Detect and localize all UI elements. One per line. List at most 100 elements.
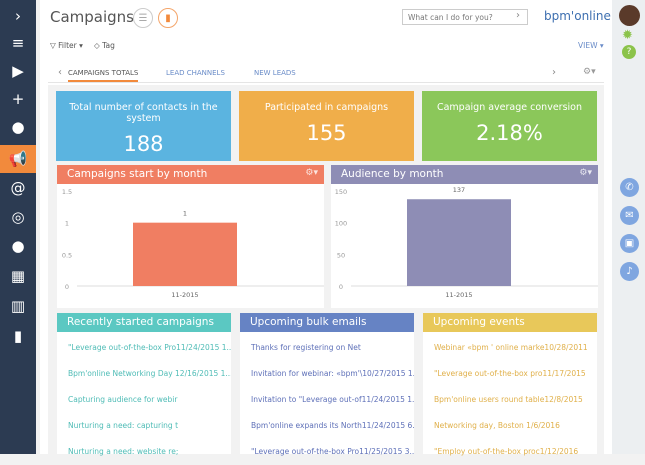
bell-icon: ♪ xyxy=(626,266,633,277)
sidebar: › ≡ ▶ + ● 📢 @ ◎ ● ▦ ▥ ▮ xyxy=(0,0,36,454)
sidebar-item-menu[interactable]: ≡ xyxy=(0,29,36,57)
bar[interactable] xyxy=(133,222,237,286)
tag-button[interactable]: ◇ Tag xyxy=(94,41,115,50)
kpi-value: 2.18% xyxy=(476,121,543,145)
tabs-divider xyxy=(48,82,604,83)
sidebar-item-megaphone[interactable]: 📢 xyxy=(0,145,36,173)
kpi-label: Campaign average conversion xyxy=(436,102,583,113)
avatar[interactable] xyxy=(619,5,640,26)
list-item[interactable]: Nurturing a need: website re; xyxy=(68,447,179,456)
kpi-value: 188 xyxy=(123,132,164,156)
list-item[interactable]: Bpm'online expands its North11/24/2015 6… xyxy=(251,421,414,430)
kpi-tile[interactable]: Total number of contacts in the system 18… xyxy=(56,91,231,161)
mail-icon: ✉ xyxy=(625,210,634,221)
list-title: Upcoming bulk emails xyxy=(240,313,414,332)
chevron-right-icon: › xyxy=(15,7,21,25)
view-button[interactable]: VIEW ▾ xyxy=(578,41,604,50)
mail-button[interactable]: ✉ xyxy=(620,206,639,225)
tabs-next-icon[interactable]: › xyxy=(552,67,556,78)
list-item[interactable]: Invitation for webinar: «bpm'\10/27/2015… xyxy=(251,369,414,378)
chart-title-text: Audience by month xyxy=(341,168,444,180)
lightbulb-icon: ● xyxy=(11,237,25,255)
play-icon: ▶ xyxy=(12,62,24,80)
megaphone-icon: 📢 xyxy=(8,150,28,168)
filter-label: Filter xyxy=(58,41,77,50)
view-label: VIEW xyxy=(578,41,598,50)
sidebar-item-plus[interactable]: + xyxy=(0,85,36,113)
help-icon[interactable]: ? xyxy=(622,45,636,59)
x-tick-label: 11-2015 xyxy=(445,291,472,299)
chart-title: Audience by month ⚙▾ xyxy=(331,165,598,184)
tab-lead-channels[interactable]: LEAD CHANNELS xyxy=(166,69,225,77)
sidebar-item-buildings[interactable]: ▦ xyxy=(0,262,36,290)
chart-widget: Audience by month ⚙▾ 0 50 100 150 137 11-2015 xyxy=(331,165,598,308)
chart-settings-icon[interactable]: ⚙▾ xyxy=(305,168,318,178)
menu-icon: ≡ xyxy=(11,34,25,52)
list-item[interactable]: "Leverage out-of-the-box pro11/17/2015 xyxy=(434,369,586,378)
search-arrow-icon[interactable]: › xyxy=(516,10,520,21)
chart-settings-icon[interactable]: ⚙▾ xyxy=(579,168,592,178)
sidebar-item-bar-chart[interactable]: ▮ xyxy=(0,322,36,350)
list-item[interactable]: Webinar «bpm ' online marke10/28/2011 xyxy=(434,343,588,352)
list-view-button[interactable]: ☰ xyxy=(133,8,153,28)
list-item[interactable]: "Employ out-of-the-box proc1/12/2016 xyxy=(434,447,579,456)
sidebar-item-chevron-right[interactable]: › xyxy=(0,2,36,30)
list-widget: Upcoming bulk emails Thanks for registeri… xyxy=(240,313,414,456)
bell-button[interactable]: ♪ xyxy=(620,262,639,281)
tab-campaigns-totals[interactable]: CAMPAIGNS TOTALS xyxy=(68,69,139,82)
sidebar-item-at[interactable]: @ xyxy=(0,174,36,202)
y-tick-label: 100 xyxy=(335,220,347,228)
phone-button[interactable]: ✆ xyxy=(620,178,639,197)
list-item[interactable]: Capturing audience for webir xyxy=(68,395,178,404)
sidebar-item-target[interactable]: ◎ xyxy=(0,203,36,231)
list-item[interactable]: Invitation to "Leverage out-of11/24/2015… xyxy=(251,395,414,404)
building-icon: ▥ xyxy=(10,297,26,315)
list-item[interactable]: Thanks for registering on Net xyxy=(251,343,361,352)
data-label: 137 xyxy=(453,186,465,194)
list-widget: Recently started campaigns "Leverage out-… xyxy=(57,313,231,456)
y-tick-label: 1.5 xyxy=(62,188,72,196)
list-item[interactable]: Nurturing a need: capturing t xyxy=(68,421,179,430)
right-panel: ✹ ? ✆ ✉ ▣ ♪ xyxy=(612,0,645,454)
list-title: Upcoming events xyxy=(423,313,597,332)
x-tick-label: 11-2015 xyxy=(171,291,198,299)
data-label: 1 xyxy=(183,210,187,218)
kpi-tile[interactable]: Campaign average conversion 2.18% xyxy=(422,91,597,161)
chart-title-text: Campaigns start by month xyxy=(67,168,208,180)
bar-chart: 0 0.5 1 1.5 1 11-2015 xyxy=(62,188,324,299)
y-tick-label: 0 xyxy=(65,283,69,291)
list-item[interactable]: "Leverage out-of-the-box Pro11/25/2015 3… xyxy=(251,447,414,456)
plus-icon: + xyxy=(11,90,25,108)
y-tick-label: 1 xyxy=(65,220,69,228)
list-item[interactable]: Networking day, Boston 1/6/2016 xyxy=(434,421,560,430)
kpi-label: Total number of contacts in the system xyxy=(69,102,218,124)
tabs-settings-icon[interactable]: ⚙▾ xyxy=(583,67,596,77)
analytics-view-button[interactable]: ▮ xyxy=(158,8,178,28)
sidebar-item-building[interactable]: ▥ xyxy=(0,292,36,320)
list-item[interactable]: "Leverage out-of-the-box Pro11/24/2015 1… xyxy=(68,343,231,352)
list-item[interactable]: Bpm'online users round table12/8/2015 xyxy=(434,395,583,404)
logo: bpm'online xyxy=(544,9,611,23)
chat-button[interactable]: ▣ xyxy=(620,234,639,253)
list-item[interactable]: Bpm'online Networking Day 12/16/2015 1..… xyxy=(68,369,231,378)
sidebar-item-user[interactable]: ● xyxy=(0,113,36,141)
y-tick-label: 150 xyxy=(335,188,347,196)
sidebar-item-play[interactable]: ▶ xyxy=(0,57,36,85)
gear-icon[interactable]: ✹ xyxy=(622,28,633,43)
y-tick-label: 0.5 xyxy=(62,251,72,259)
tab-new-leads[interactable]: NEW LEADS xyxy=(254,69,296,77)
list-title: Recently started campaigns xyxy=(57,313,231,332)
phone-icon: ✆ xyxy=(625,182,634,193)
search-input[interactable]: What can I do for you? xyxy=(402,9,528,25)
filter-button[interactable]: ▽ Filter ▾ xyxy=(50,41,83,50)
y-tick-label: 0 xyxy=(339,283,343,291)
kpi-label: Participated in campaigns xyxy=(264,102,389,113)
bar[interactable] xyxy=(407,199,511,286)
sidebar-item-lightbulb[interactable]: ● xyxy=(0,232,36,260)
y-tick-label: 50 xyxy=(337,251,345,259)
tabs-prev-icon[interactable]: ‹ xyxy=(58,67,62,78)
page-title: Campaigns xyxy=(50,8,135,26)
kpi-tile[interactable]: Participated in campaigns 155 xyxy=(239,91,414,161)
buildings-icon: ▦ xyxy=(10,267,26,285)
chart-widget: Campaigns start by month ⚙▾ 0 0.5 1 1.5 1 11-20… xyxy=(57,165,324,308)
